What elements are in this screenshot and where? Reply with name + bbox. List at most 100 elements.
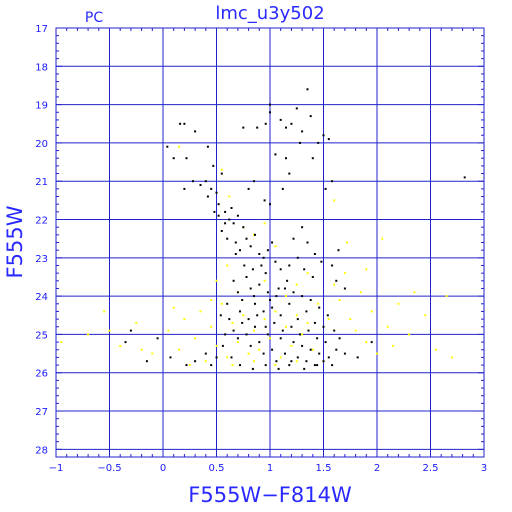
- data-point: [301, 333, 304, 336]
- data-point: [220, 172, 223, 175]
- data-point: [295, 283, 298, 286]
- data-point: [215, 279, 218, 282]
- data-point: [285, 157, 287, 160]
- data-point: [266, 291, 269, 294]
- data-point: [277, 367, 280, 370]
- data-point: [306, 321, 309, 324]
- x-axis-title: F555W−F814W: [188, 483, 352, 507]
- data-point: [210, 299, 213, 301]
- data-point: [212, 164, 215, 167]
- data-point: [408, 333, 411, 336]
- data-point: [285, 126, 287, 129]
- data-point: [194, 360, 197, 363]
- data-point: [316, 364, 319, 367]
- data-point: [264, 364, 267, 367]
- data-point: [231, 364, 234, 367]
- data-point: [397, 302, 400, 305]
- data-point: [266, 249, 269, 252]
- data-point: [290, 344, 293, 347]
- data-point: [305, 310, 308, 313]
- x-tick-label: 2.5: [423, 463, 439, 474]
- data-point: [311, 276, 314, 278]
- data-point: [251, 367, 254, 370]
- data-point: [245, 237, 248, 240]
- data-point: [292, 291, 295, 294]
- data-point: [199, 184, 202, 186]
- data-point: [242, 226, 245, 229]
- data-point: [337, 249, 340, 252]
- data-point: [279, 268, 282, 271]
- data-point: [185, 157, 188, 160]
- data-point: [370, 310, 373, 313]
- data-point: [286, 279, 289, 282]
- data-point: [234, 253, 237, 255]
- data-point: [301, 130, 304, 133]
- data-point: [249, 245, 252, 248]
- data-point: [172, 306, 175, 309]
- tick-labels: −1 −0.5 0 0.5 1 1.5 2 2.5 3 17 18 19 20 21 22 23 24 25 26 2…: [35, 24, 487, 474]
- data-point: [210, 325, 213, 328]
- data-point: [318, 306, 321, 309]
- data-point: [356, 356, 359, 359]
- data-point: [254, 302, 256, 305]
- data-point: [290, 122, 293, 125]
- data-point: [140, 348, 143, 351]
- data-point: [254, 233, 256, 236]
- data-point: [279, 356, 282, 359]
- data-point: [220, 168, 223, 171]
- data-point: [215, 344, 218, 347]
- data-point: [322, 134, 325, 137]
- data-point: [274, 260, 277, 263]
- data-point: [290, 325, 293, 328]
- data-point: [236, 214, 239, 217]
- data-point: [263, 222, 266, 225]
- data-point: [343, 352, 346, 355]
- data-point: [331, 364, 334, 367]
- data-point: [284, 287, 286, 290]
- data-point: [204, 360, 207, 363]
- data-point: [247, 352, 250, 355]
- data-point: [281, 329, 284, 332]
- data-point: [392, 344, 395, 347]
- grid-lines: [56, 28, 484, 457]
- data-point: [316, 337, 319, 340]
- data-point: [183, 318, 186, 321]
- data-point: [215, 191, 218, 194]
- data-point: [217, 203, 220, 206]
- y-tick-label: 26: [35, 369, 48, 380]
- data-point: [463, 176, 466, 179]
- data-point: [204, 352, 207, 355]
- data-point: [178, 348, 181, 351]
- data-point: [269, 299, 271, 301]
- data-point: [241, 299, 244, 301]
- data-point: [296, 356, 299, 359]
- data-point: [226, 356, 229, 359]
- x-tick-label: 2: [374, 463, 380, 474]
- data-point: [239, 249, 241, 252]
- data-point: [247, 187, 250, 190]
- y-tick-label: 17: [35, 24, 48, 35]
- data-point: [241, 321, 244, 324]
- data-point: [228, 195, 231, 198]
- data-point: [215, 356, 218, 359]
- data-point: [108, 329, 111, 332]
- data-point: [254, 325, 256, 328]
- data-point: [263, 318, 266, 321]
- data-point: [370, 341, 373, 344]
- data-point: [258, 348, 261, 351]
- data-point: [359, 291, 362, 294]
- data-point: [129, 329, 132, 332]
- data-point: [320, 260, 323, 263]
- data-point: [269, 337, 271, 340]
- data-point: [445, 295, 448, 298]
- data-point: [274, 153, 277, 156]
- data-point: [301, 344, 304, 347]
- data-point: [247, 318, 250, 321]
- data-point: [307, 329, 310, 332]
- data-point: [275, 295, 278, 298]
- data-point: [275, 360, 278, 363]
- data-point: [273, 321, 276, 324]
- data-point: [386, 325, 389, 328]
- data-point: [301, 295, 304, 298]
